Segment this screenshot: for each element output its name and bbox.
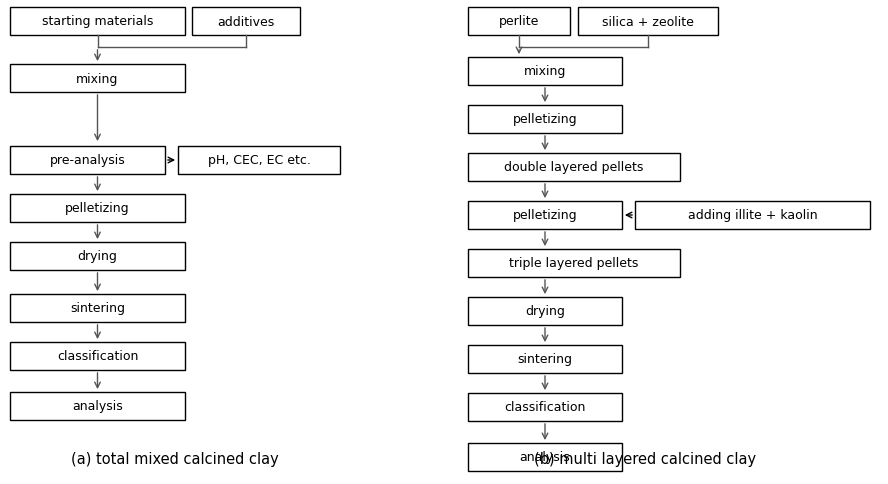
Bar: [468, 249, 680, 277]
Bar: [635, 201, 870, 229]
Text: (b) multi layered calcined clay: (b) multi layered calcined clay: [534, 452, 756, 467]
Bar: [468, 154, 680, 182]
Bar: [468, 201, 622, 229]
Bar: [468, 106, 622, 134]
Text: sintering: sintering: [70, 302, 125, 315]
Bar: [192, 8, 300, 36]
Text: adding illite + kaolin: adding illite + kaolin: [687, 209, 817, 222]
Bar: [468, 58, 622, 86]
Text: additives: additives: [218, 15, 274, 29]
Text: perlite: perlite: [499, 15, 539, 29]
Bar: [178, 147, 340, 175]
Text: (a) total mixed calcined clay: (a) total mixed calcined clay: [71, 452, 279, 467]
Text: pelletizing: pelletizing: [512, 209, 577, 222]
Text: classification: classification: [504, 401, 586, 414]
Text: mixing: mixing: [524, 65, 567, 78]
Text: analysis: analysis: [519, 451, 570, 464]
Text: mixing: mixing: [76, 72, 119, 85]
Text: starting materials: starting materials: [42, 15, 154, 29]
Text: double layered pellets: double layered pellets: [504, 161, 644, 174]
Text: pelletizing: pelletizing: [512, 113, 577, 126]
Text: sintering: sintering: [518, 353, 573, 366]
Text: silica + zeolite: silica + zeolite: [602, 15, 694, 29]
Bar: [468, 297, 622, 325]
Text: drying: drying: [77, 250, 117, 263]
Bar: [10, 147, 165, 175]
Text: triple layered pellets: triple layered pellets: [510, 257, 638, 270]
Text: analysis: analysis: [72, 400, 123, 413]
Bar: [10, 65, 185, 93]
Bar: [468, 345, 622, 373]
Text: classification: classification: [57, 350, 139, 363]
Text: pH, CEC, EC etc.: pH, CEC, EC etc.: [208, 154, 311, 167]
Text: pelletizing: pelletizing: [65, 202, 130, 215]
Bar: [468, 443, 622, 471]
Bar: [10, 392, 185, 420]
Text: pre-analysis: pre-analysis: [50, 154, 125, 167]
Bar: [10, 294, 185, 322]
Bar: [468, 393, 622, 421]
Text: drying: drying: [525, 305, 565, 318]
Bar: [578, 8, 718, 36]
Bar: [10, 195, 185, 223]
Bar: [10, 342, 185, 370]
Bar: [468, 8, 570, 36]
Bar: [10, 8, 185, 36]
Bar: [10, 242, 185, 271]
